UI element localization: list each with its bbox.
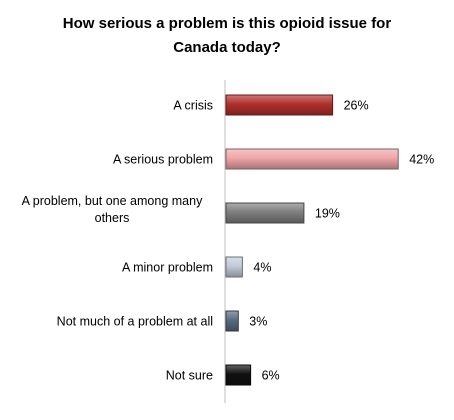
- bar: [225, 202, 305, 224]
- value-label: 6%: [262, 369, 280, 383]
- chart-title-line-1: How serious a problem is this opioid iss…: [62, 15, 392, 32]
- value-label: 19%: [315, 207, 340, 221]
- category-label: A problem, but one among many: [22, 194, 203, 208]
- value-label: 3%: [249, 315, 267, 329]
- bar: [225, 94, 334, 116]
- category-label: Not much of a problem at all: [57, 315, 213, 329]
- bar: [225, 148, 399, 170]
- bar: [225, 364, 252, 386]
- value-label: 42%: [409, 153, 434, 167]
- category-label: A minor problem: [122, 261, 213, 275]
- value-label: 26%: [344, 99, 369, 113]
- category-label: others: [95, 211, 130, 225]
- value-label: 4%: [253, 261, 271, 275]
- chart-title: How serious a problem is this opioid iss…: [0, 12, 454, 60]
- category-label: A serious problem: [113, 153, 213, 167]
- chart-title-line-2: Canada today?: [173, 39, 281, 56]
- category-label: A crisis: [173, 99, 213, 113]
- bar: [225, 256, 243, 278]
- category-label: Not sure: [166, 369, 213, 383]
- bar: [225, 310, 239, 332]
